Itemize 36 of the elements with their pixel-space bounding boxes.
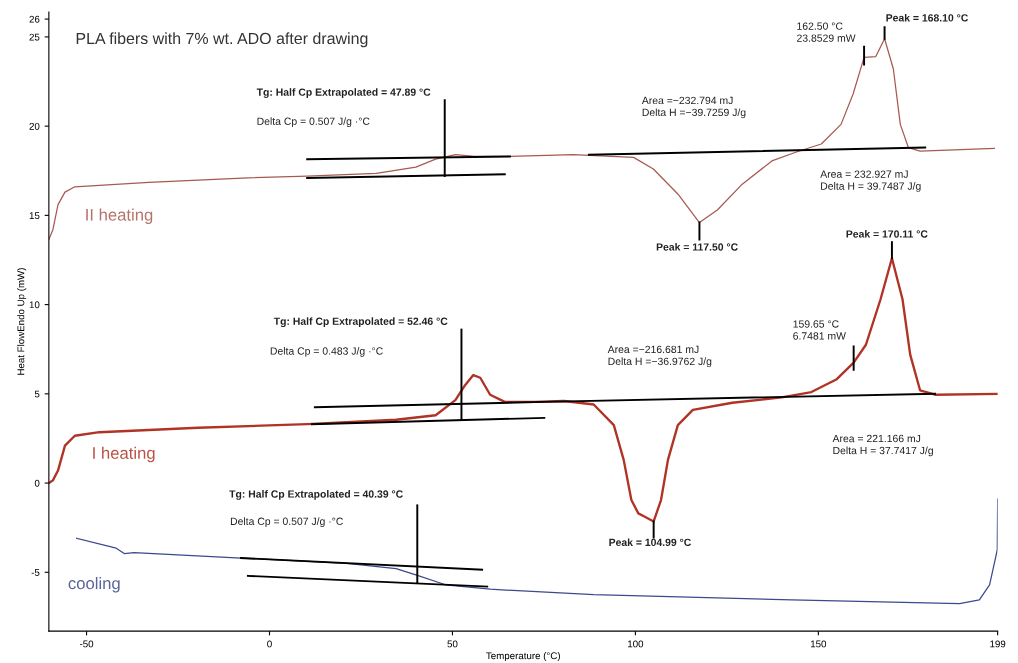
- series-label: cooling: [68, 577, 120, 593]
- y-tick-label: 26: [29, 15, 40, 23]
- annotation: Area =−216.681 mJ Delta H =−36.9762 J/g: [607, 345, 712, 368]
- x-tick-label: 199: [990, 640, 1006, 648]
- y-tick-label: -5: [31, 569, 40, 576]
- x-tick-label: 50: [447, 640, 458, 648]
- annotation: Tg: Half Cp Extrapolated = 52.46 °C: [273, 317, 448, 328]
- annotation: Area = 232.927 mJ Delta H = 39.7487 J/g: [820, 170, 921, 192]
- annotation: Peak = 170.11 °C: [846, 230, 928, 238]
- annotation: 159.65 °C 6.7481 mW: [793, 320, 846, 340]
- annotation: Area =−232.794 mJ Delta H =−39.7259 J/g: [641, 96, 746, 119]
- y-tick-label: 0: [34, 479, 40, 487]
- annotation: 162.50 °C 23.8529 mW: [797, 22, 856, 42]
- x-tick-label: 0: [267, 640, 272, 648]
- annotation: Delta Cp = 0.507 J/g ·°C: [230, 517, 343, 528]
- series-label: I heating: [93, 446, 155, 463]
- annotation: Peak = 168.10 °C: [886, 13, 969, 22]
- annotation: Delta Cp = 0.507 J/g ·°C: [257, 117, 370, 128]
- y-tick-label: 5: [34, 390, 40, 398]
- y-tick-label: 20: [29, 122, 40, 130]
- y-tick-label: 15: [29, 212, 40, 219]
- annotation: Area = 221.166 mJ Delta H = 37.7417 J/g: [832, 434, 933, 457]
- series-label: II heating: [86, 208, 153, 225]
- x-tick-label: 100: [628, 640, 644, 648]
- y-tick-label: 25: [29, 33, 40, 41]
- annotation: Peak = 104.99 °C: [609, 538, 691, 547]
- text: PLA fibers with 7% wt. ADO after drawing: [76, 32, 368, 48]
- x-tick-label: -50: [79, 640, 94, 648]
- annotation: Delta Cp = 0.483 J/g ·°C: [270, 347, 383, 357]
- annotation: Tg: Half Cp Extrapolated = 40.39 °C: [229, 490, 403, 500]
- annotation: Peak = 117.50 °C: [656, 243, 738, 251]
- y-tick-label: 10: [29, 301, 40, 309]
- y-axis-title: Heat FlowEndo Up (mW): [17, 268, 27, 375]
- x-axis-title: Temperature (°C): [486, 652, 560, 662]
- x-tick-label: 150: [810, 640, 827, 648]
- annotation: Tg: Half Cp Extrapolated = 47.89 °C: [256, 88, 431, 98]
